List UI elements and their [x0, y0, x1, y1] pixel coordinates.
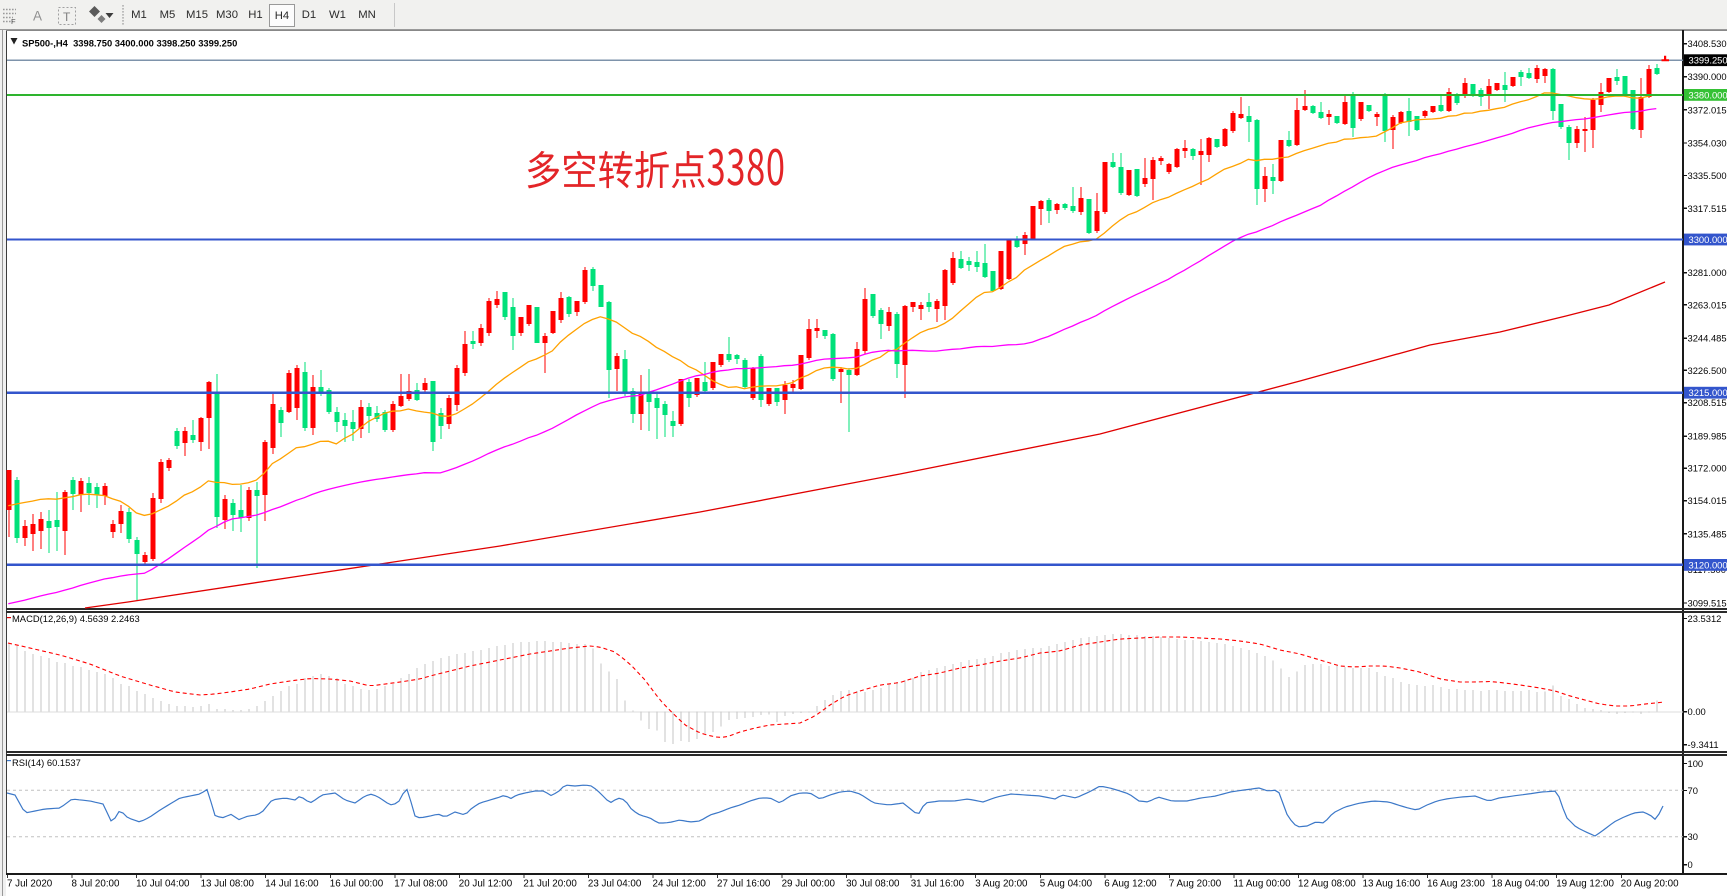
- svg-text:21 Jul 20:00: 21 Jul 20:00: [523, 879, 577, 890]
- svg-text:6 Aug 12:00: 6 Aug 12:00: [1104, 879, 1157, 890]
- svg-text:3215.000: 3215.000: [1689, 387, 1727, 398]
- svg-text:3390.000: 3390.000: [1688, 71, 1727, 82]
- svg-text:7 Jul 2020: 7 Jul 2020: [7, 879, 53, 890]
- svg-text:3 Aug 20:00: 3 Aug 20:00: [975, 879, 1028, 890]
- svg-text:3380.000: 3380.000: [1689, 89, 1727, 100]
- svg-text:23.5312: 23.5312: [1688, 613, 1722, 624]
- svg-text:12 Aug 08:00: 12 Aug 08:00: [1298, 879, 1356, 890]
- svg-text:10 Jul 04:00: 10 Jul 04:00: [136, 879, 190, 890]
- svg-text:T: T: [63, 10, 71, 24]
- svg-text:3120.000: 3120.000: [1689, 559, 1727, 570]
- svg-text:13 Aug 16:00: 13 Aug 16:00: [1363, 879, 1421, 890]
- svg-text:14 Jul 16:00: 14 Jul 16:00: [265, 879, 319, 890]
- svg-text:F: F: [11, 17, 16, 26]
- svg-text:A: A: [33, 9, 42, 24]
- svg-text:3354.030: 3354.030: [1688, 137, 1727, 148]
- svg-text:3189.985: 3189.985: [1688, 431, 1727, 442]
- svg-text:3300.000: 3300.000: [1689, 234, 1727, 245]
- svg-text:8 Jul 20:00: 8 Jul 20:00: [72, 879, 120, 890]
- svg-text:24 Jul 12:00: 24 Jul 12:00: [653, 879, 707, 890]
- svg-text:30 Jul 08:00: 30 Jul 08:00: [846, 879, 900, 890]
- svg-text:11 Aug 00:00: 11 Aug 00:00: [1234, 879, 1292, 890]
- svg-text:3317.515: 3317.515: [1688, 203, 1727, 214]
- svg-text:16 Jul 00:00: 16 Jul 00:00: [330, 879, 384, 890]
- svg-text:18 Aug 04:00: 18 Aug 04:00: [1492, 879, 1550, 890]
- svg-text:3226.500: 3226.500: [1688, 365, 1727, 376]
- svg-text:3408.530: 3408.530: [1688, 38, 1727, 49]
- svg-text:3281.000: 3281.000: [1688, 267, 1727, 278]
- svg-text:20 Jul 12:00: 20 Jul 12:00: [459, 879, 513, 890]
- svg-text:0: 0: [1688, 859, 1693, 870]
- svg-text:0.00: 0.00: [1688, 706, 1706, 717]
- svg-text:31 Jul 16:00: 31 Jul 16:00: [911, 879, 965, 890]
- svg-text:100: 100: [1688, 758, 1704, 769]
- svg-text:3244.485: 3244.485: [1688, 333, 1727, 344]
- svg-text:29 Jul 00:00: 29 Jul 00:00: [782, 879, 836, 890]
- svg-text:16 Aug 23:00: 16 Aug 23:00: [1427, 879, 1485, 890]
- svg-text:3135.485: 3135.485: [1688, 528, 1727, 539]
- svg-text:RSI(14) 60.1537: RSI(14) 60.1537: [12, 757, 81, 768]
- svg-text:13 Jul 08:00: 13 Jul 08:00: [201, 879, 255, 890]
- svg-text:27 Jul 16:00: 27 Jul 16:00: [717, 879, 771, 890]
- svg-text:23 Jul 04:00: 23 Jul 04:00: [588, 879, 642, 890]
- svg-text:17 Jul 08:00: 17 Jul 08:00: [394, 879, 448, 890]
- svg-text:7 Aug 20:00: 7 Aug 20:00: [1169, 879, 1222, 890]
- svg-text:3208.515: 3208.515: [1688, 397, 1727, 408]
- svg-text:3263.015: 3263.015: [1688, 299, 1727, 310]
- svg-text:30: 30: [1688, 831, 1698, 842]
- svg-text:20 Aug 20:00: 20 Aug 20:00: [1621, 879, 1679, 890]
- svg-text:-9.3411: -9.3411: [1688, 739, 1719, 750]
- svg-text:3372.015: 3372.015: [1688, 104, 1727, 115]
- svg-text:SP500-,H4 3398.750 3400.000 3: SP500-,H4 3398.750 3400.000 3398.250 339…: [22, 38, 237, 49]
- svg-text:3172.000: 3172.000: [1688, 463, 1727, 474]
- svg-text:MACD(12,26,9) 4.5639 2.2463: MACD(12,26,9) 4.5639 2.2463: [12, 613, 140, 624]
- svg-text:3099.515: 3099.515: [1688, 597, 1727, 608]
- svg-text:3154.015: 3154.015: [1688, 495, 1727, 506]
- svg-text:5 Aug 04:00: 5 Aug 04:00: [1040, 879, 1093, 890]
- svg-text:3399.250: 3399.250: [1689, 55, 1727, 66]
- svg-text:3335.500: 3335.500: [1688, 170, 1727, 181]
- svg-text:70: 70: [1688, 785, 1698, 796]
- svg-text:19 Aug 12:00: 19 Aug 12:00: [1556, 879, 1614, 890]
